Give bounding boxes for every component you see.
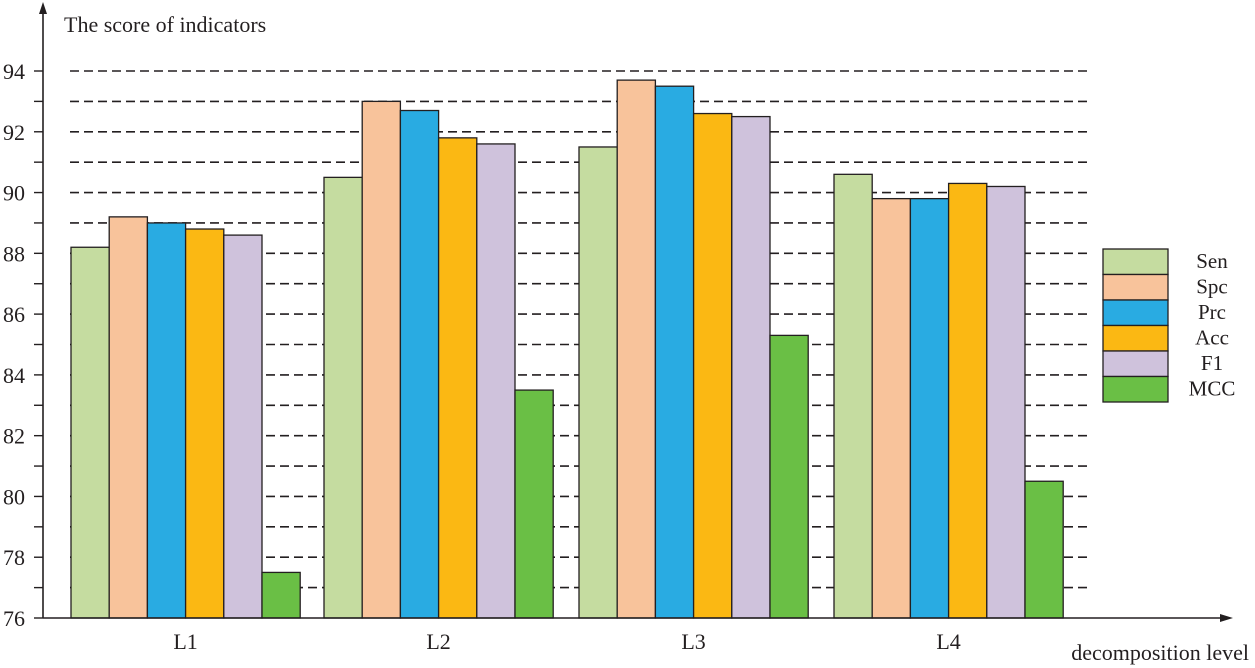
bar-mcc-l2	[514, 389, 554, 619]
bar-acc-l4	[947, 182, 988, 619]
y-tick-label: 88	[3, 241, 25, 266]
bar-f1-l4	[986, 185, 1026, 619]
y-tick-label: 82	[3, 424, 25, 449]
bar-f1-l3	[731, 115, 771, 619]
y-tick-label: 86	[3, 302, 25, 327]
bar-acc-l2	[437, 137, 478, 619]
bar-spc-l3	[616, 79, 657, 619]
bar-mcc-l3	[769, 334, 809, 619]
legend-label-f1: F1	[1201, 351, 1223, 375]
bar-sen-l1	[70, 246, 110, 619]
bar-mcc-l1	[261, 571, 301, 619]
x-axis-arrow	[1220, 614, 1233, 622]
bar-acc-l3	[692, 112, 733, 619]
legend-swatch-sen	[1102, 248, 1169, 276]
legend-swatch-mcc	[1102, 375, 1169, 403]
legend-label-prc: Prc	[1198, 300, 1226, 324]
legend-label-spc: Spc	[1196, 275, 1228, 299]
bar-prc-l3	[654, 85, 695, 619]
x-tick-label: L4	[936, 629, 960, 654]
y-axis-arrow	[39, 2, 47, 14]
bar-sen-l3	[578, 146, 618, 619]
legend-label-mcc: MCC	[1189, 377, 1236, 401]
bar-sen-l4	[833, 173, 873, 619]
y-tick-label: 92	[3, 120, 25, 145]
legend-swatch-acc	[1102, 324, 1169, 352]
y-ticks: 76 78 80 82 84 86 88 90 92 94	[3, 59, 43, 631]
x-axis-label: decomposition level	[1071, 640, 1249, 665]
x-tick-label: L3	[681, 629, 705, 654]
legend-swatch-spc	[1102, 273, 1169, 301]
axes	[39, 2, 1233, 622]
x-tick-label: L1	[173, 629, 197, 654]
y-tick-label: 78	[3, 545, 25, 570]
bar-f1-l1	[223, 234, 263, 619]
bar-prc-l4	[909, 197, 950, 619]
bar-f1-l2	[476, 143, 516, 619]
bar-mcc-l4	[1024, 480, 1064, 619]
y-tick-label: 90	[3, 181, 25, 206]
x-ticks: L1 L2 L3 L4	[173, 629, 960, 654]
bar-prc-l2	[399, 109, 440, 619]
bar-spc-l1	[108, 216, 149, 619]
bar-prc-l1	[146, 222, 187, 619]
legend-label-acc: Acc	[1195, 326, 1229, 350]
y-tick-label: 94	[3, 59, 25, 84]
legend-swatch-prc	[1102, 299, 1169, 327]
bar-spc-l4	[871, 197, 912, 619]
legend-swatch-f1	[1102, 350, 1169, 378]
y-axis-label: The score of indicators	[64, 12, 266, 37]
y-tick-label: 80	[3, 484, 25, 509]
y-tick-label: 76	[3, 606, 25, 631]
bar-sen-l2	[323, 176, 363, 619]
y-tick-label: 84	[3, 363, 25, 388]
bar-acc-l1	[184, 228, 225, 619]
bar-spc-l2	[361, 100, 402, 619]
bars	[70, 79, 1064, 619]
legend-label-sen: Sen	[1196, 249, 1228, 273]
x-tick-label: L2	[426, 629, 450, 654]
